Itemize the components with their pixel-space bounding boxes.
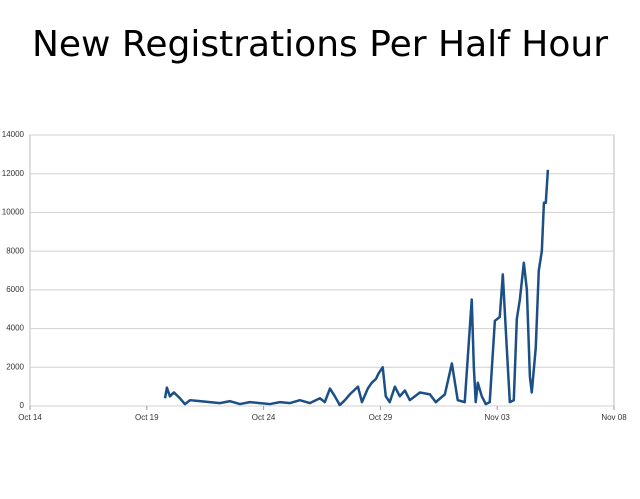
y-tick-label: 8000 bbox=[6, 246, 24, 255]
y-tick-label: 14000 bbox=[2, 130, 25, 139]
x-tick-label: Oct 14 bbox=[18, 413, 42, 422]
y-tick-label: 10000 bbox=[2, 208, 25, 217]
y-tick-label: 6000 bbox=[6, 285, 24, 294]
x-tick-label: Nov 08 bbox=[601, 413, 627, 422]
chart-title: New Registrations Per Half Hour bbox=[32, 24, 608, 65]
x-tick-label: Oct 19 bbox=[135, 413, 159, 422]
y-tick-label: 0 bbox=[20, 401, 25, 410]
y-tick-label: 12000 bbox=[2, 169, 25, 178]
x-tick-label: Nov 03 bbox=[485, 413, 511, 422]
plot-frame bbox=[29, 134, 615, 407]
data-line bbox=[163, 169, 550, 407]
y-tick-label: 2000 bbox=[6, 362, 24, 371]
x-tick-label: Oct 29 bbox=[369, 413, 393, 422]
y-tick-label: 4000 bbox=[6, 324, 24, 333]
x-tick-label: Oct 24 bbox=[252, 413, 276, 422]
